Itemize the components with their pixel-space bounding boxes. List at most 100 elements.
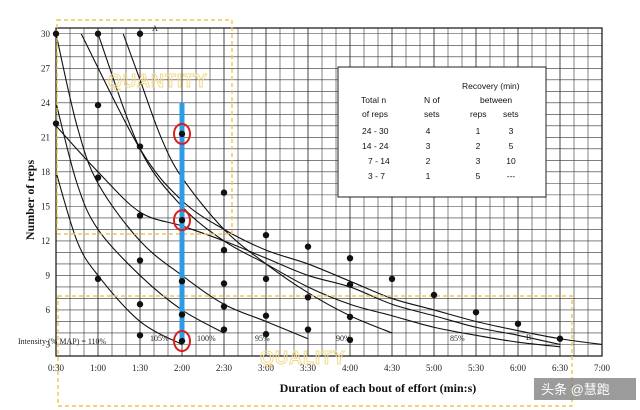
data-point [220,326,228,333]
pct-100-label: 100% [197,334,216,343]
data-point [346,254,354,262]
table-header-reps: reps [470,109,487,119]
table-box [337,66,547,198]
pct-85-label: 85% [450,334,465,343]
quantity-label: QUANTITY [108,71,208,91]
table-cell: 4 [426,126,431,136]
table-rows: 24 - 30 4 1 3 14 - 24 3 2 5 7 - 14 2 3 10 3 - 7 1 5 --- [362,126,516,181]
table-cell: 10 [506,156,516,166]
x-tick-label: 4:00 [342,363,359,373]
table-header-n-of: N of [424,95,440,105]
quantity-zone [56,19,233,235]
quality-label: QUALITY [260,348,346,368]
series-line-4 [122,33,393,334]
table-cell: 24 - 30 [362,126,389,136]
table-header-recovery: Recovery (min) [462,81,520,91]
x-tick-label: 2:30 [216,363,233,373]
y-tick-label: 21 [41,132,50,142]
data-point [304,326,312,333]
data-point [136,257,144,264]
table-cell: 5 [476,171,481,181]
series-line-1 [55,125,561,346]
data-point [94,30,102,37]
zones [56,19,573,407]
table-cell: 1 [426,171,431,181]
x-tick-label: 7:00 [594,363,611,373]
x-tick-label: 6:30 [552,363,569,373]
x-tick-label: 5:30 [468,363,485,373]
data-point [136,301,144,308]
y-tick-label: 27 [41,63,51,73]
data-point [262,330,270,338]
data-point [52,120,60,127]
y-tick-label: 3 [46,339,51,349]
highlight-circle [173,209,191,232]
data-point [220,303,228,310]
data-point [472,309,480,316]
ticks: 0:30 1:00 1:30 2:00 2:30 3:00 3:30 4:00 4:30 5:00… [41,29,610,373]
data-point [304,243,312,250]
intensity-label: Intensity (% MAP) = 110% [18,337,107,346]
label-b: B [526,333,531,342]
pct-90-label: 90% [336,334,351,343]
y-tick-label: 30 [41,29,51,39]
y-tick-label: 15 [41,201,51,211]
x-tick-label: 1:30 [132,363,149,373]
recovery-table: Recovery (min) Total n N of between of r… [337,66,547,198]
x-tick-label: 4:30 [384,363,401,373]
series-line-3 [97,33,561,348]
x-tick-label: 6:00 [510,363,527,373]
data-point [178,216,186,224]
table-header-sets2: sets [503,109,519,119]
pct-95-label: 95% [255,334,270,343]
data-point [262,312,270,319]
quality-zone [57,295,573,407]
y-tick-label: 9 [46,270,51,280]
y-tick-label: 24 [41,98,51,108]
y-tick-label: 12 [41,236,50,246]
x-tick-label: 3:00 [258,363,275,373]
table-cell: 3 [509,126,514,136]
x-tick-label: 3:30 [300,363,317,373]
data-point [178,130,186,138]
table-cell: 5 [509,141,514,151]
table-cell: 3 [426,141,431,151]
table-header-total: Total n [361,95,386,105]
markers [52,30,564,345]
data-point [346,313,354,321]
pct-105-label: 105% [150,334,169,343]
data-point [94,174,102,181]
y-tick-label: 6 [46,305,51,315]
data-point [94,101,102,109]
watermark: 头条 @慧跑 [541,382,610,397]
data-point [304,294,312,301]
curves [55,33,603,348]
data-point [136,30,144,37]
x-tick-label: 1:00 [90,363,107,373]
table-cell: 14 - 24 [362,141,389,151]
data-point [346,336,354,344]
series-line-5 [55,33,309,340]
data-point [388,275,396,283]
series-line-2 [80,33,603,346]
highlight-circle [173,330,191,353]
data-point [136,212,144,219]
table-header-of-reps: of reps [362,109,388,119]
table-cell: 1 [476,126,481,136]
data-point [220,189,228,196]
data-point [136,332,144,339]
table-cell: 2 [476,141,481,151]
data-point [178,277,186,285]
watermark-bg [534,378,636,400]
data-point [262,231,270,239]
x-tick-label: 2:00 [174,363,191,373]
table-cell: 3 - 7 [368,171,385,181]
data-point [430,291,438,299]
data-point [136,143,144,150]
label-a: A [152,24,158,33]
x-axis-title: Duration of each bout of effort (min:s) [280,381,477,395]
y-axis-title: Number of reps [23,160,37,241]
data-point [220,280,228,287]
data-point [52,30,60,37]
